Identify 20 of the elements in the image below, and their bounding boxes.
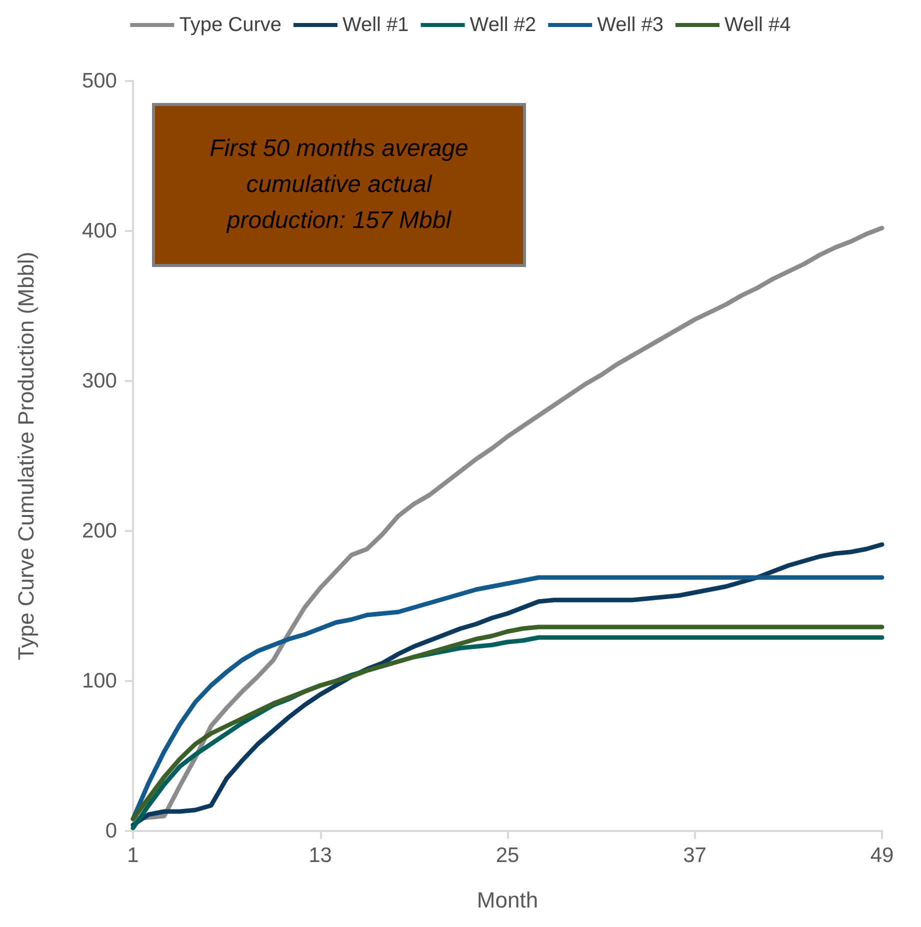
- y-tick-label: 0: [105, 820, 117, 842]
- legend-label: Well #1: [342, 14, 409, 36]
- y-tick-label: 500: [82, 70, 117, 92]
- legend-label: Type Curve: [179, 14, 282, 36]
- annotation: First 50 months average cumulative actual production: 157 Mbbl: [208, 134, 470, 236]
- legend-label: Well #2: [470, 14, 536, 36]
- legend-label: Well #3: [597, 14, 664, 36]
- y-tick-label: 400: [82, 220, 117, 242]
- x-tick-label: 1: [127, 844, 139, 867]
- x-tick-label: 37: [683, 844, 706, 867]
- y-tick-label: 200: [82, 520, 117, 542]
- y-axis-title: Type Curve Cumulative Production (Mbbl): [14, 252, 38, 660]
- y-tick-label: 300: [82, 370, 117, 392]
- x-axis-title: Month: [476, 888, 538, 912]
- x-tick-label: 49: [870, 844, 894, 867]
- x-tick-label: 13: [308, 844, 332, 867]
- y-tick-label: 100: [82, 670, 117, 692]
- x-tick-label: 25: [496, 844, 520, 867]
- callout-box: First 50 months average cumulative actual production: 157 Mbbl: [152, 103, 526, 267]
- legend-label: Well #4: [724, 14, 791, 36]
